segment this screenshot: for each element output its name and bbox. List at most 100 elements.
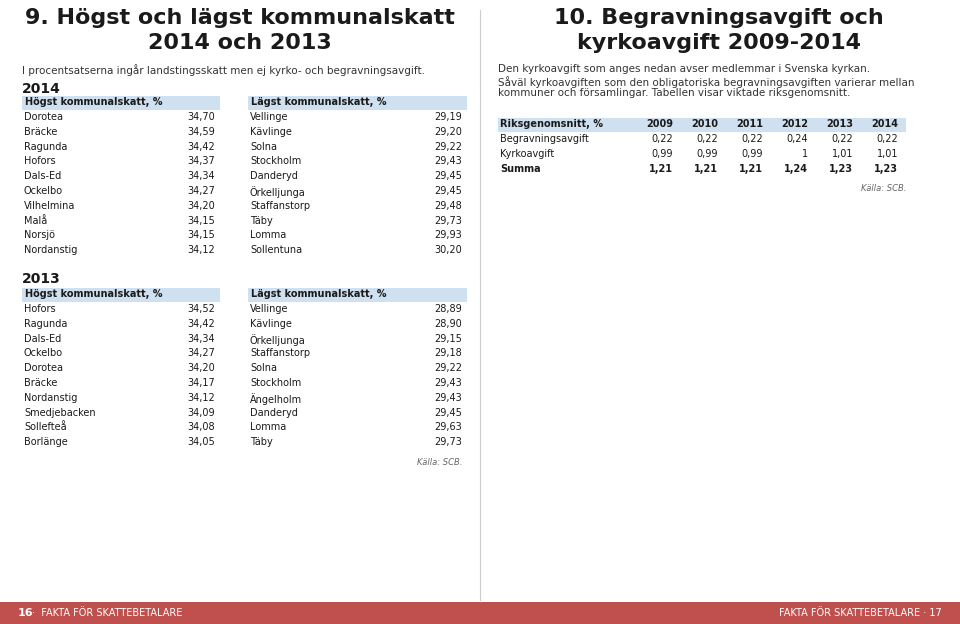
Text: 34,52: 34,52 — [187, 304, 215, 314]
Text: 0,22: 0,22 — [696, 134, 718, 144]
Text: Nordanstig: Nordanstig — [24, 392, 78, 403]
Text: 0,24: 0,24 — [786, 134, 808, 144]
Text: 34,12: 34,12 — [187, 245, 215, 255]
Text: Stockholm: Stockholm — [250, 157, 301, 167]
Text: Ragunda: Ragunda — [24, 142, 67, 152]
Bar — [22, 288, 220, 302]
Text: Vilhelmina: Vilhelmina — [24, 201, 76, 211]
Text: Ängelholm: Ängelholm — [250, 392, 302, 405]
Text: 29,43: 29,43 — [434, 157, 462, 167]
Text: 1,01: 1,01 — [876, 149, 898, 158]
Text: 34,15: 34,15 — [187, 216, 215, 226]
Text: 2014: 2014 — [871, 119, 898, 129]
Text: Såväl kyrkoavgiften som den obligatoriska begravningsavgiften varierar mellan: Såväl kyrkoavgiften som den obligatorisk… — [498, 76, 915, 88]
Text: Borlänge: Borlänge — [24, 437, 68, 447]
Text: Vellinge: Vellinge — [250, 112, 289, 122]
Text: 28,90: 28,90 — [434, 319, 462, 329]
Text: 34,20: 34,20 — [187, 201, 215, 211]
Text: 34,27: 34,27 — [187, 348, 215, 358]
Text: 29,43: 29,43 — [434, 392, 462, 403]
Text: Hofors: Hofors — [24, 157, 56, 167]
Text: 29,45: 29,45 — [434, 171, 462, 181]
Text: 30,20: 30,20 — [434, 245, 462, 255]
Text: Dorotea: Dorotea — [24, 363, 63, 373]
Text: 29,73: 29,73 — [434, 437, 462, 447]
Text: Staffanstorp: Staffanstorp — [250, 348, 310, 358]
Text: 2013: 2013 — [826, 119, 853, 129]
Text: Solna: Solna — [250, 142, 277, 152]
Text: Hofors: Hofors — [24, 304, 56, 314]
Text: Kävlinge: Kävlinge — [250, 127, 292, 137]
Text: Dals-Ed: Dals-Ed — [24, 171, 61, 181]
Text: 2009: 2009 — [646, 119, 673, 129]
Text: 10. Begravningsavgift och: 10. Begravningsavgift och — [554, 8, 884, 28]
Text: Sollefteå: Sollefteå — [24, 422, 66, 432]
Text: 1,01: 1,01 — [831, 149, 853, 158]
Text: 9. Högst och lägst kommunalskatt: 9. Högst och lägst kommunalskatt — [25, 8, 455, 28]
Text: Örkelljunga: Örkelljunga — [250, 334, 305, 346]
Text: 29,22: 29,22 — [434, 363, 462, 373]
Text: Den kyrkoavgift som anges nedan avser medlemmar i Svenska kyrkan.: Den kyrkoavgift som anges nedan avser me… — [498, 64, 870, 74]
Text: 34,20: 34,20 — [187, 363, 215, 373]
Text: 28,89: 28,89 — [434, 304, 462, 314]
Text: 0,99: 0,99 — [741, 149, 763, 158]
Text: 1,23: 1,23 — [874, 163, 898, 173]
Text: Stockholm: Stockholm — [250, 378, 301, 388]
Text: Begravningsavgift: Begravningsavgift — [500, 134, 588, 144]
Text: 0,22: 0,22 — [651, 134, 673, 144]
Text: Lägst kommunalskatt, %: Lägst kommunalskatt, % — [251, 289, 387, 299]
Bar — [22, 96, 220, 110]
Text: 2013: 2013 — [22, 272, 60, 286]
Text: 1,23: 1,23 — [829, 163, 853, 173]
Bar — [498, 118, 906, 132]
Text: Danderyd: Danderyd — [250, 171, 298, 181]
Text: Malå: Malå — [24, 216, 47, 226]
Text: 34,27: 34,27 — [187, 186, 215, 196]
Text: 1,21: 1,21 — [739, 163, 763, 173]
Text: Vellinge: Vellinge — [250, 304, 289, 314]
Text: Smedjebacken: Smedjebacken — [24, 407, 96, 417]
Bar — [248, 288, 467, 302]
Text: Täby: Täby — [250, 216, 273, 226]
Text: 29,45: 29,45 — [434, 407, 462, 417]
Text: 34,34: 34,34 — [187, 171, 215, 181]
Text: 2014: 2014 — [22, 82, 60, 96]
Text: 0,22: 0,22 — [741, 134, 763, 144]
Text: 0,22: 0,22 — [831, 134, 853, 144]
Text: Källa: SCB.: Källa: SCB. — [860, 185, 906, 193]
Text: 0,22: 0,22 — [876, 134, 898, 144]
Text: Täby: Täby — [250, 437, 273, 447]
Text: Örkelljunga: Örkelljunga — [250, 186, 305, 198]
Text: kommuner och församlingar. Tabellen visar viktade riksgenomsnitt.: kommuner och församlingar. Tabellen visa… — [498, 88, 851, 98]
Text: 34,12: 34,12 — [187, 392, 215, 403]
Text: 29,15: 29,15 — [434, 334, 462, 344]
Bar — [248, 96, 467, 110]
Text: 34,17: 34,17 — [187, 378, 215, 388]
Text: 34,05: 34,05 — [187, 437, 215, 447]
Text: Källa: SCB.: Källa: SCB. — [417, 458, 462, 467]
Text: 29,93: 29,93 — [434, 230, 462, 240]
Text: 1,21: 1,21 — [649, 163, 673, 173]
Text: Ockelbo: Ockelbo — [24, 186, 63, 196]
Text: Kyrkoavgift: Kyrkoavgift — [500, 149, 554, 158]
Text: 0,99: 0,99 — [652, 149, 673, 158]
Text: 29,19: 29,19 — [434, 112, 462, 122]
Text: Kävlinge: Kävlinge — [250, 319, 292, 329]
Text: 34,08: 34,08 — [187, 422, 215, 432]
Text: Danderyd: Danderyd — [250, 407, 298, 417]
Text: 29,18: 29,18 — [434, 348, 462, 358]
Text: 29,45: 29,45 — [434, 186, 462, 196]
Text: Dorotea: Dorotea — [24, 112, 63, 122]
Text: 1,24: 1,24 — [784, 163, 808, 173]
Text: ·  FAKTA FÖR SKATTEBETALARE: · FAKTA FÖR SKATTEBETALARE — [32, 608, 182, 618]
Text: Lomma: Lomma — [250, 422, 286, 432]
Text: 29,73: 29,73 — [434, 216, 462, 226]
Bar — [0, 602, 960, 624]
Text: 34,09: 34,09 — [187, 407, 215, 417]
Text: Norsjö: Norsjö — [24, 230, 55, 240]
Text: Högst kommunalskatt, %: Högst kommunalskatt, % — [25, 289, 162, 299]
Text: 34,70: 34,70 — [187, 112, 215, 122]
Text: FAKTA FÖR SKATTEBETALARE · 17: FAKTA FÖR SKATTEBETALARE · 17 — [780, 608, 942, 618]
Text: kyrkoavgift 2009-2014: kyrkoavgift 2009-2014 — [577, 33, 861, 53]
Text: Bräcke: Bräcke — [24, 378, 58, 388]
